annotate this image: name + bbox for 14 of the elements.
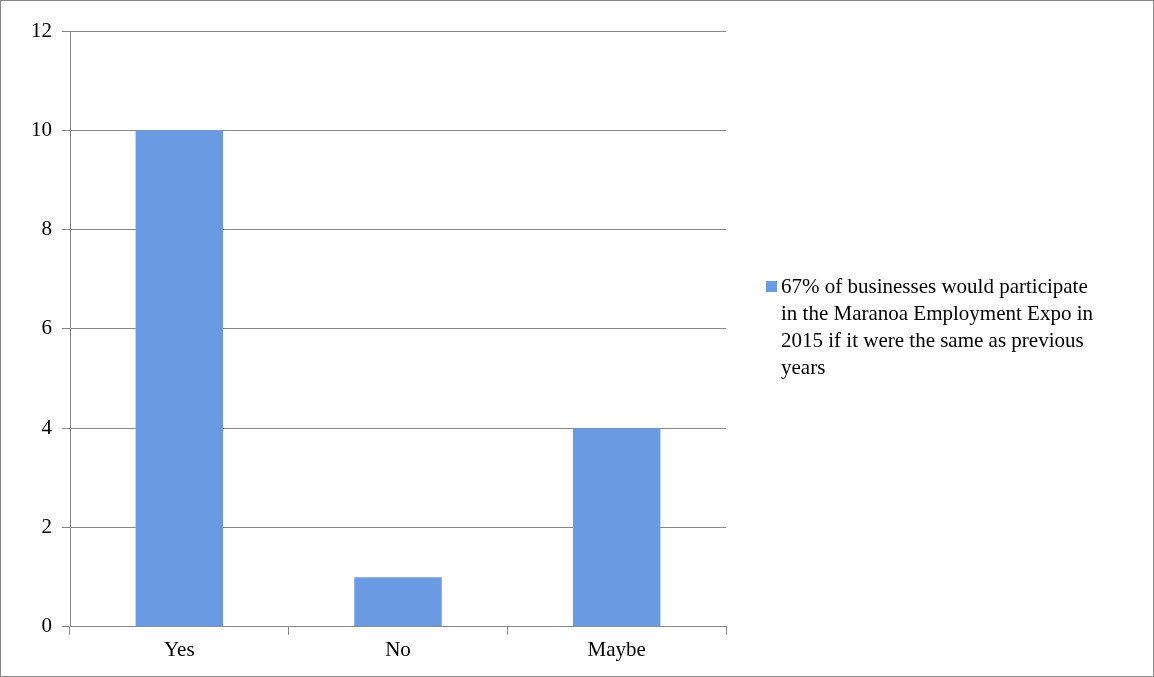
y-tick-label: 12 [31, 17, 52, 42]
y-tick-label: 6 [41, 315, 52, 340]
x-tick-label: Yes [164, 636, 195, 661]
y-tick-label: 10 [31, 116, 52, 141]
bar [572, 428, 661, 627]
y-tick-label: 8 [41, 216, 52, 241]
bar [354, 577, 442, 627]
x-tick-label: No [385, 636, 411, 661]
y-tick-label: 0 [41, 613, 52, 638]
legend-label: 67% of businesses would participate in the Maranoa Employment Expo in 2015 if it were the same as previous years [781, 273, 1095, 381]
bar [135, 130, 224, 627]
y-tick-label: 4 [41, 414, 53, 439]
y-tick-label: 2 [41, 514, 52, 539]
x-tick-label: Maybe [587, 636, 646, 661]
